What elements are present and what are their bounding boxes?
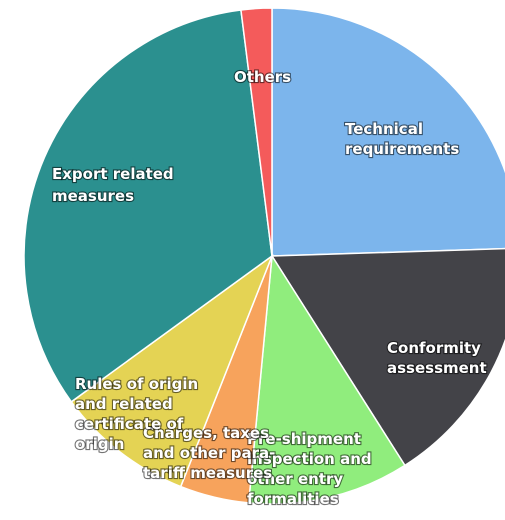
pie-slice[interactable] [270, 247, 505, 467]
slice-label: Technical requirements [345, 120, 459, 158]
pie-slices [23, 7, 505, 505]
pie-slice[interactable] [247, 253, 406, 505]
slice-label: Pre-shipment inspection and other entry for… [247, 430, 372, 508]
pie-slice[interactable] [23, 9, 273, 403]
slice-label: Others [234, 68, 291, 86]
pie-slice[interactable] [240, 7, 273, 257]
slice-label: Conformity assessment [387, 339, 487, 377]
pie-slice[interactable] [271, 7, 505, 257]
slice-label: Rules of origin and related certificate of… [75, 375, 198, 453]
slice-label: Charges, taxes and other para-tariff meas… [143, 424, 275, 482]
pie-slice[interactable] [70, 253, 274, 488]
pie-labels: Technical requirements Conformity assessmen… [51, 67, 488, 509]
slice-label: Export related measures [52, 165, 174, 205]
